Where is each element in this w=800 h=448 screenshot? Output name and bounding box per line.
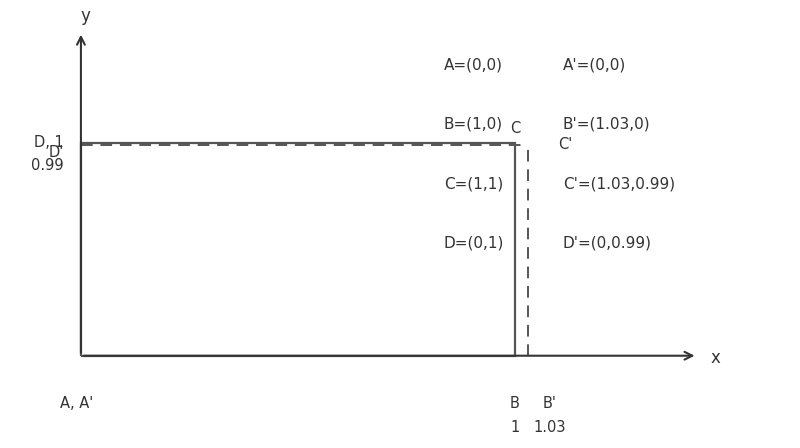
Text: D, 1: D, 1	[34, 135, 63, 150]
Text: B=(1,0): B=(1,0)	[444, 116, 503, 132]
Text: D=(0,1): D=(0,1)	[444, 236, 504, 251]
Text: B: B	[510, 396, 520, 411]
Text: x: x	[710, 349, 720, 367]
Text: B'=(1.03,0): B'=(1.03,0)	[563, 116, 650, 132]
Text: C=(1,1): C=(1,1)	[444, 176, 503, 191]
Text: y: y	[80, 8, 90, 26]
Text: C': C'	[558, 137, 573, 152]
Text: A=(0,0): A=(0,0)	[444, 57, 502, 72]
Text: A, A': A, A'	[60, 396, 94, 411]
Text: 1.03: 1.03	[534, 420, 566, 435]
Text: 1: 1	[510, 420, 520, 435]
Text: C: C	[510, 121, 520, 136]
Text: C'=(1.03,0.99): C'=(1.03,0.99)	[563, 176, 675, 191]
Text: A'=(0,0): A'=(0,0)	[563, 57, 626, 72]
Text: 0.99: 0.99	[31, 158, 63, 172]
Text: B': B'	[543, 396, 557, 411]
Text: D': D'	[48, 145, 63, 160]
Text: D'=(0,0.99): D'=(0,0.99)	[563, 236, 652, 251]
